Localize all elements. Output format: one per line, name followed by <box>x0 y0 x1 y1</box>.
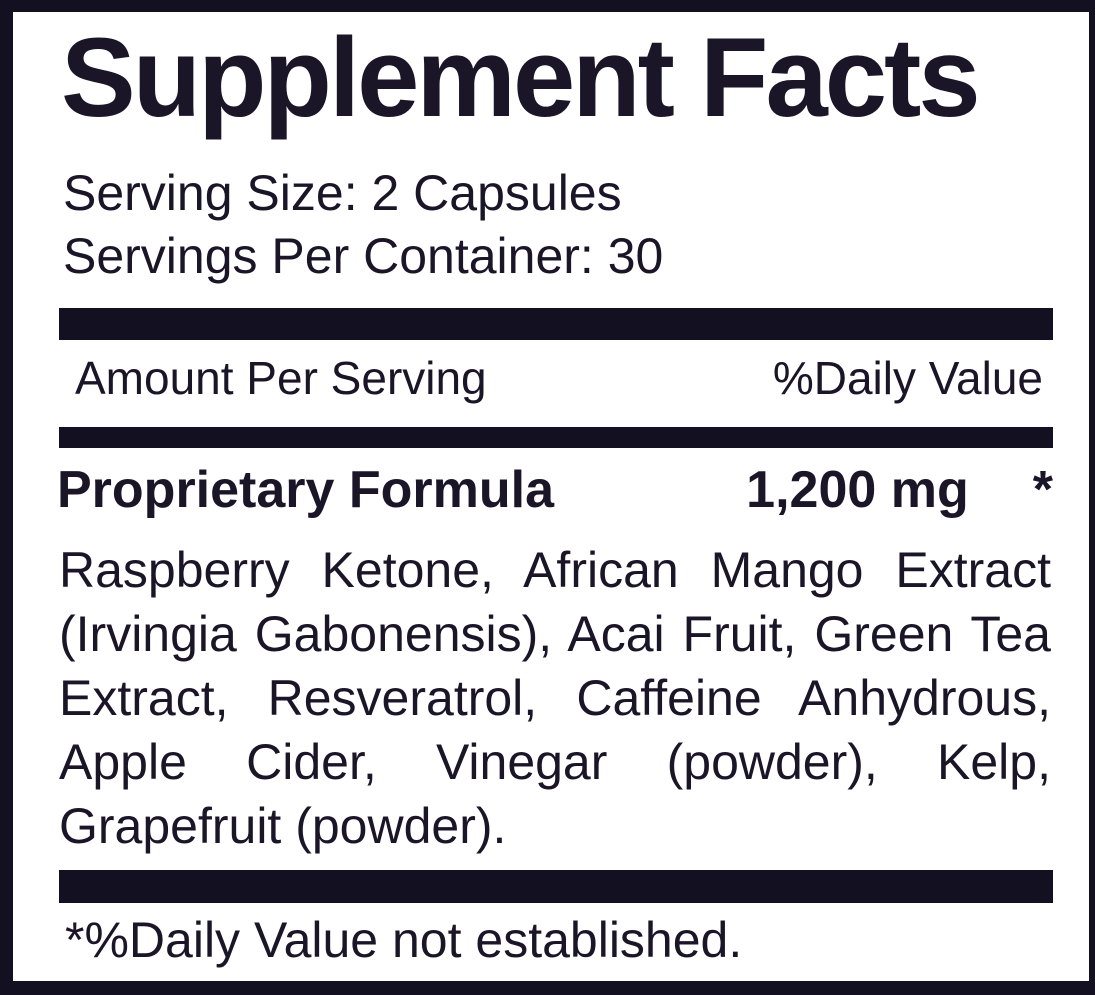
proprietary-formula-row: Proprietary Formula 1,200 mg * <box>57 460 1053 520</box>
formula-amount-group: 1,200 mg * <box>746 460 1053 520</box>
thin-divider-middle <box>59 427 1053 448</box>
amount-per-serving-header: Amount Per Serving <box>75 352 487 404</box>
daily-value-header: %Daily Value <box>772 352 1043 404</box>
ingredient-line: Grapefruit (powder). <box>59 798 507 854</box>
ingredient-line: Extract, Resveratrol, Caffeine Anhydrous… <box>59 670 1051 726</box>
label-panel: Supplement Facts Serving Size: 2 Capsule… <box>13 12 1089 981</box>
formula-daily-value-asterisk: * <box>1032 461 1053 519</box>
thick-divider-top <box>59 308 1053 340</box>
label-title: Supplement Facts <box>61 15 981 140</box>
servings-per-container-line: Servings Per Container: 30 <box>63 228 664 284</box>
ingredient-line: (Irvingia Gabonensis), Acai Fruit, Green… <box>59 606 1051 662</box>
ingredient-line: Raspberry Ketone, African Mango Extract <box>59 542 1051 598</box>
formula-amount: 1,200 mg <box>746 461 969 519</box>
thick-divider-bottom <box>59 870 1053 903</box>
ingredient-line: Apple Cider, Vinegar (powder), Kelp, <box>59 734 1051 790</box>
column-header-row: Amount Per Serving %Daily Value <box>59 352 1053 404</box>
serving-info: Serving Size: 2 Capsules Servings Per Co… <box>63 162 663 288</box>
daily-value-footnote: *%Daily Value not established. <box>65 912 743 968</box>
serving-size-line: Serving Size: 2 Capsules <box>63 165 622 221</box>
formula-name: Proprietary Formula <box>57 461 555 519</box>
ingredients-paragraph: Raspberry Ketone, African Mango Extract (… <box>59 538 1051 858</box>
